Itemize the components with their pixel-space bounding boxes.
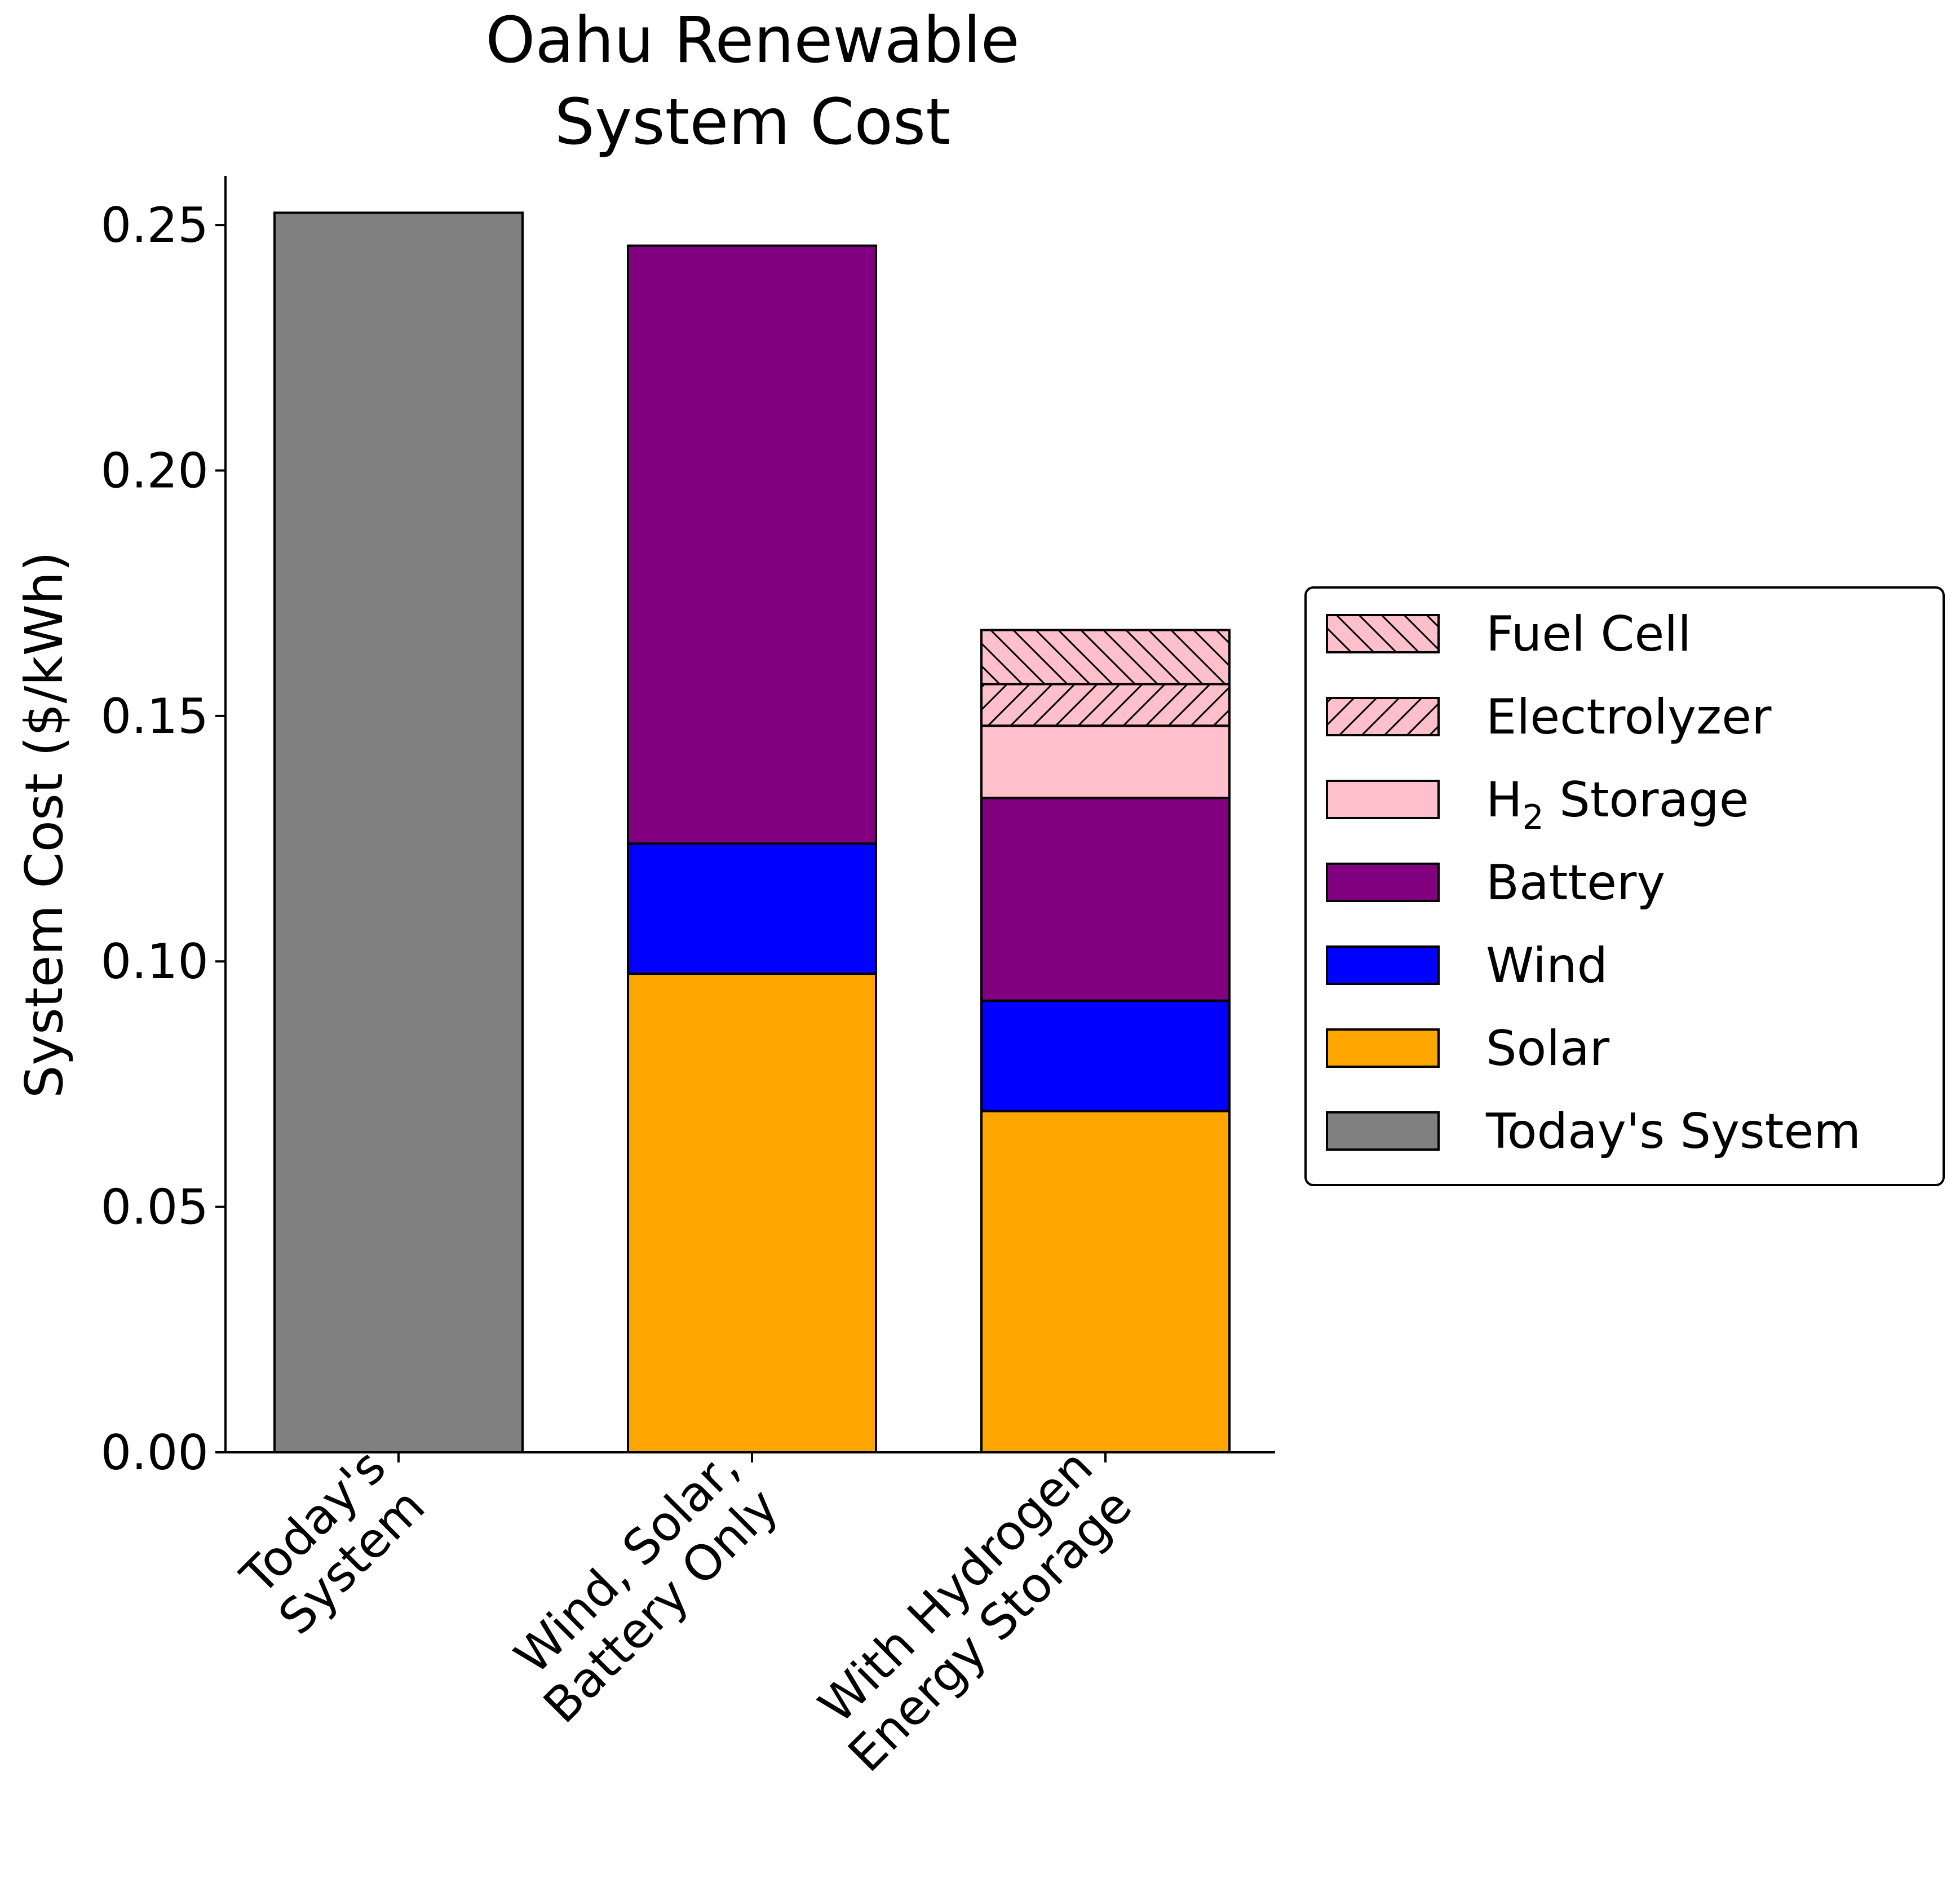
legend: Fuel Cell Electrolyzer H2 Storage Battery Wi…: [1304, 586, 1945, 1186]
bar-h2storage-2: [980, 724, 1231, 799]
bar-wind-2: [980, 999, 1231, 1112]
y-tick-label: 0.25: [101, 197, 209, 254]
legend-label-electrolyzer: Electrolyzer: [1486, 689, 1772, 745]
bar-hatch-electrolyzer-2: [980, 683, 1231, 727]
chart-title-line-1: Oahu Renewable: [485, 4, 1019, 77]
bar-hatch-fuelcell-2: [980, 629, 1231, 686]
y-tick-label: 0.00: [101, 1425, 209, 1481]
y-axis-label: System Cost ($/kWh): [14, 551, 74, 1098]
legend-label-h2storage: H2 Storage: [1486, 772, 1749, 837]
legend-label-todays: Today's System: [1485, 1103, 1861, 1160]
y-tick-label: 0.15: [101, 688, 209, 745]
y-tick-label: 0.05: [101, 1179, 209, 1236]
legend-label-battery: Battery: [1486, 855, 1665, 911]
legend-label-fuelcell: Fuel Cell: [1486, 606, 1691, 662]
legend-label-wind: Wind: [1486, 938, 1608, 994]
chart-title-line-2: System Cost: [555, 86, 950, 159]
x-tick-label-group: Wind, Solar,Battery Only: [504, 1439, 789, 1734]
legend-swatch-wind: [1326, 945, 1440, 985]
legend-swatch-solar: [1326, 1028, 1440, 1068]
bar-solar-2: [980, 1110, 1231, 1454]
legend-swatch-battery: [1326, 863, 1440, 902]
legend-frame: [1304, 586, 1945, 1186]
bars-group: [273, 211, 1231, 1454]
axes-group: 0.00 0.05 0.10 0.15 0.20 0.25: [101, 176, 1275, 1481]
legend-label-solar: Solar: [1486, 1020, 1610, 1077]
legend-swatch-todays: [1326, 1111, 1440, 1151]
bar-wind-1: [627, 842, 877, 975]
bar-todays-0: [273, 211, 524, 1454]
y-tick-label: 0.20: [101, 443, 209, 499]
bar-battery-1: [627, 244, 877, 845]
y-tick-label: 0.10: [101, 934, 209, 990]
legend-swatch-hatch-electrolyzer: [1326, 697, 1440, 736]
bar-solar-1: [627, 973, 877, 1453]
legend-swatch-hatch-fuelcell: [1326, 614, 1440, 653]
legend-swatch-h2storage: [1326, 780, 1440, 819]
bar-battery-2: [980, 797, 1231, 1002]
